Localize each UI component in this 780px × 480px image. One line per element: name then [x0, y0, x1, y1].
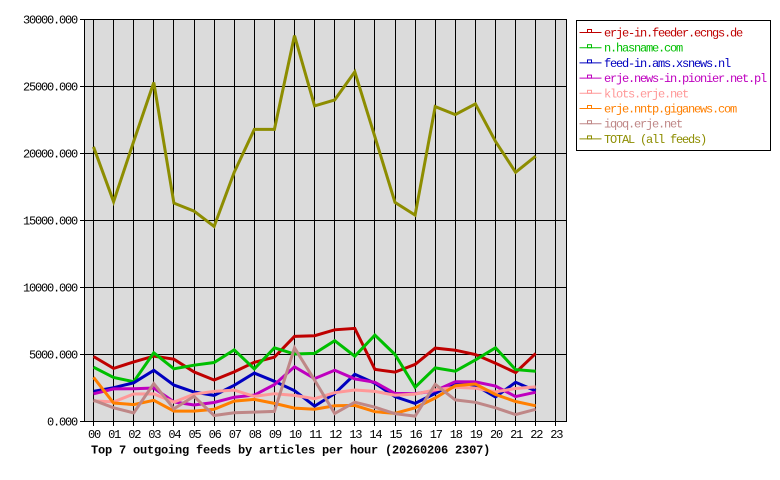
- svg-text:15: 15: [389, 428, 402, 442]
- svg-text:02: 02: [128, 428, 141, 442]
- svg-text:01: 01: [108, 428, 121, 442]
- svg-text:14: 14: [369, 428, 382, 442]
- svg-text:22: 22: [530, 428, 543, 442]
- svg-text:00: 00: [88, 428, 101, 442]
- svg-text:30000.000: 30000.000: [23, 14, 78, 28]
- svg-text:13: 13: [349, 428, 362, 442]
- svg-text:Top 7 outgoing feeds by articl: Top 7 outgoing feeds by articles per hou…: [91, 444, 490, 458]
- svg-text:15000.000: 15000.000: [23, 215, 78, 229]
- svg-text:04: 04: [168, 428, 181, 442]
- svg-text:10000.000: 10000.000: [23, 282, 78, 296]
- svg-text:03: 03: [148, 428, 161, 442]
- svg-text:17: 17: [430, 428, 443, 442]
- svg-text:11: 11: [309, 428, 322, 442]
- svg-text:21: 21: [510, 428, 523, 442]
- svg-text:klots.erje.net: klots.erje.net: [604, 87, 688, 101]
- svg-text:16: 16: [410, 428, 423, 442]
- svg-text:12: 12: [329, 428, 342, 442]
- svg-text:23: 23: [550, 428, 563, 442]
- svg-text:06: 06: [209, 428, 222, 442]
- svg-text:20: 20: [490, 428, 503, 442]
- svg-text:10: 10: [289, 428, 302, 442]
- svg-text:5000.000: 5000.000: [29, 349, 78, 363]
- svg-text:TOTAL (all feeds): TOTAL (all feeds): [604, 133, 706, 147]
- svg-text:09: 09: [269, 428, 282, 442]
- svg-text:0.000: 0.000: [47, 416, 78, 430]
- svg-text:20000.000: 20000.000: [23, 148, 78, 162]
- svg-text:erje-in.feeder.ecngs.de: erje-in.feeder.ecngs.de: [604, 27, 743, 41]
- svg-text:08: 08: [249, 428, 262, 442]
- svg-text:25000.000: 25000.000: [23, 81, 78, 95]
- svg-text:erje.news-in.pionier.net.pl: erje.news-in.pionier.net.pl: [604, 72, 767, 86]
- svg-text:19: 19: [470, 428, 483, 442]
- svg-text:iqoq.erje.net: iqoq.erje.net: [604, 118, 682, 132]
- svg-text:n.hasname.com: n.hasname.com: [604, 42, 683, 56]
- svg-text:05: 05: [188, 428, 201, 442]
- svg-text:07: 07: [229, 428, 242, 442]
- svg-text:feed-in.ams.xsnews.nl: feed-in.ams.xsnews.nl: [604, 57, 731, 71]
- svg-text:erje.nntp.giganews.com: erje.nntp.giganews.com: [604, 103, 737, 117]
- svg-text:18: 18: [450, 428, 463, 442]
